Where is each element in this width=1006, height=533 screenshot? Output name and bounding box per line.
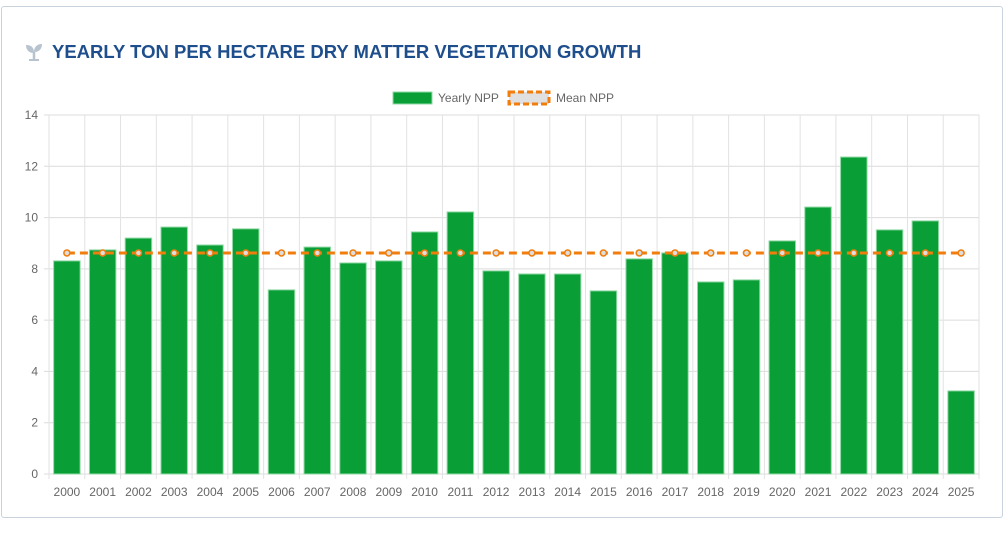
x-tick-label: 2016 — [626, 485, 653, 499]
bar-2000 — [53, 260, 81, 475]
mean-point-2009 — [385, 249, 393, 257]
mean-point-2023 — [885, 249, 894, 257]
mean-point-2004 — [206, 249, 214, 257]
bar-2020 — [768, 240, 797, 475]
x-tick-label: 2018 — [697, 485, 724, 499]
mean-point-2017 — [671, 249, 679, 257]
bar-2024 — [911, 220, 940, 475]
card-header: YEARLY TON PER HECTARE DRY MATTER VEGETA… — [24, 41, 641, 63]
mean-point-2022 — [850, 249, 858, 257]
x-tick-label: 2019 — [733, 485, 760, 499]
mean-point-2012 — [492, 249, 500, 257]
mean-point-2011 — [456, 249, 465, 257]
bar-2005 — [231, 228, 260, 475]
y-tick-label: 0 — [31, 467, 38, 481]
bar-2022 — [840, 156, 868, 475]
bar-2016 — [625, 258, 653, 475]
bar-2014 — [553, 273, 582, 475]
bar-2017 — [661, 252, 689, 475]
mean-point-2008 — [349, 249, 357, 257]
x-tick-label: 2025 — [948, 485, 975, 499]
x-tick-label: 2020 — [769, 485, 796, 499]
bar-2025 — [947, 390, 975, 475]
x-tick-label: 2009 — [375, 485, 402, 499]
mean-point-2000 — [63, 249, 71, 257]
bar-2013 — [518, 273, 546, 475]
mean-point-2020 — [778, 249, 787, 257]
x-tick-label: 2005 — [232, 485, 259, 499]
bar-2001 — [88, 249, 117, 475]
bar-2003 — [160, 226, 188, 475]
x-tick-label: 2006 — [268, 485, 295, 499]
y-tick-label: 10 — [25, 211, 39, 225]
mean-point-2001 — [98, 249, 107, 257]
x-tick-label: 2008 — [340, 485, 367, 499]
bar-2010 — [410, 231, 439, 475]
mean-point-2018 — [706, 249, 715, 257]
bar-2007 — [303, 246, 332, 475]
x-tick-label: 2021 — [805, 485, 832, 499]
y-tick-label: 8 — [31, 262, 38, 276]
x-tick-label: 2010 — [411, 485, 438, 499]
x-tick-label: 2003 — [161, 485, 188, 499]
mean-point-2006 — [277, 249, 286, 257]
y-tick-label: 6 — [31, 313, 38, 327]
bar-2006 — [267, 289, 296, 475]
mean-point-2021 — [814, 249, 822, 257]
x-tick-label: 2014 — [554, 485, 581, 499]
mean-point-2015 — [599, 249, 608, 257]
mean-point-2024 — [921, 249, 930, 257]
mean-point-2013 — [528, 249, 536, 257]
legend-label-yearly-npp: Yearly NPP — [438, 91, 499, 105]
x-tick-label: 2017 — [662, 485, 689, 499]
mean-point-2025 — [957, 249, 965, 257]
bar-2021 — [804, 206, 832, 475]
bar-2002 — [124, 237, 153, 475]
chart-title: YEARLY TON PER HECTARE DRY MATTER VEGETA… — [52, 41, 642, 62]
x-tick-label: 2024 — [912, 485, 939, 499]
bar-2012 — [482, 270, 510, 475]
bar-2008 — [339, 262, 367, 475]
mean-point-2010 — [420, 249, 429, 257]
x-tick-label: 2023 — [876, 485, 903, 499]
x-tick-label: 2012 — [483, 485, 510, 499]
x-tick-label: 2001 — [89, 485, 116, 499]
y-tick-label: 12 — [25, 159, 39, 173]
x-tick-label: 2013 — [519, 485, 546, 499]
mean-point-2003 — [170, 249, 178, 257]
y-tick-label: 14 — [25, 108, 39, 122]
bar-2018 — [696, 281, 725, 475]
legend-swatch-yearly-npp — [392, 91, 433, 105]
x-tick-label: 2015 — [590, 485, 617, 499]
bar-2019 — [732, 279, 761, 475]
seedling-icon — [26, 44, 42, 61]
y-tick-label: 2 — [31, 416, 38, 430]
mean-point-2005 — [241, 249, 250, 257]
legend-swatch-mean-npp — [507, 90, 551, 106]
mean-point-2002 — [134, 249, 143, 257]
bar-2004 — [196, 244, 224, 475]
x-tick-label: 2000 — [54, 485, 81, 499]
x-tick-label: 2004 — [197, 485, 224, 499]
mean-point-2007 — [313, 249, 322, 257]
mean-point-2014 — [563, 249, 572, 257]
x-tick-label: 2022 — [840, 485, 867, 499]
x-tick-label: 2011 — [447, 485, 473, 499]
legend-label-mean-npp: Mean NPP — [556, 91, 614, 105]
mean-point-2019 — [742, 249, 751, 257]
bar-2009 — [375, 260, 403, 475]
y-tick-label: 4 — [31, 364, 38, 378]
mean-point-2016 — [635, 249, 643, 257]
x-tick-label: 2002 — [125, 485, 152, 499]
bar-2015 — [589, 290, 618, 475]
x-tick-label: 2007 — [304, 485, 331, 499]
bar-2023 — [875, 229, 904, 475]
